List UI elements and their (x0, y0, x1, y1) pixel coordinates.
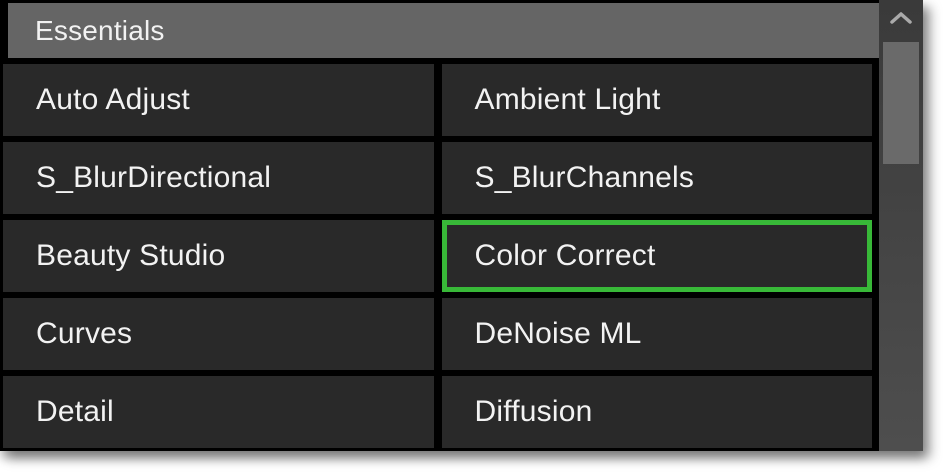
scrollbar-thumb[interactable] (883, 42, 919, 164)
category-header[interactable]: Essentials (8, 3, 879, 58)
chevron-up-icon (889, 11, 913, 25)
effects-panel: Essentials Auto Adjust Ambient Light S_Blu… (0, 0, 923, 451)
effect-item-label: Ambient Light (474, 83, 661, 116)
effect-item-label: Color Correct (474, 239, 656, 272)
effect-item-detail[interactable]: Detail (3, 376, 434, 448)
category-header-label: Essentials (35, 14, 165, 46)
effect-item-label: Diffusion (474, 395, 593, 428)
effect-item-color-correct[interactable]: Color Correct (441, 220, 872, 292)
effect-item-label: Beauty Studio (36, 239, 226, 272)
effect-item-label: Curves (36, 317, 133, 350)
effect-item-label: S_BlurDirectional (36, 161, 272, 194)
effect-item-label: DeNoise ML (474, 317, 642, 350)
effect-item-auto-adjust[interactable]: Auto Adjust (3, 64, 434, 136)
effect-item-label: Detail (36, 395, 114, 428)
effect-item-ambient-light[interactable]: Ambient Light (441, 64, 872, 136)
effect-item-s-blurchannels[interactable]: S_BlurChannels (441, 142, 872, 214)
scroll-up-button[interactable] (879, 0, 923, 36)
effect-item-curves[interactable]: Curves (3, 298, 434, 370)
effect-item-s-blurdirectional[interactable]: S_BlurDirectional (3, 142, 434, 214)
effect-item-beauty-studio[interactable]: Beauty Studio (3, 220, 434, 292)
effect-item-denoise-ml[interactable]: DeNoise ML (441, 298, 872, 370)
effect-item-diffusion[interactable]: Diffusion (441, 376, 872, 448)
effect-item-label: Auto Adjust (36, 83, 190, 116)
effect-item-label: S_BlurChannels (474, 161, 695, 194)
effects-list: Essentials Auto Adjust Ambient Light S_Blu… (3, 3, 879, 448)
scrollbar[interactable] (879, 0, 923, 451)
effects-grid: Auto Adjust Ambient Light S_BlurDirectiona… (3, 64, 872, 448)
